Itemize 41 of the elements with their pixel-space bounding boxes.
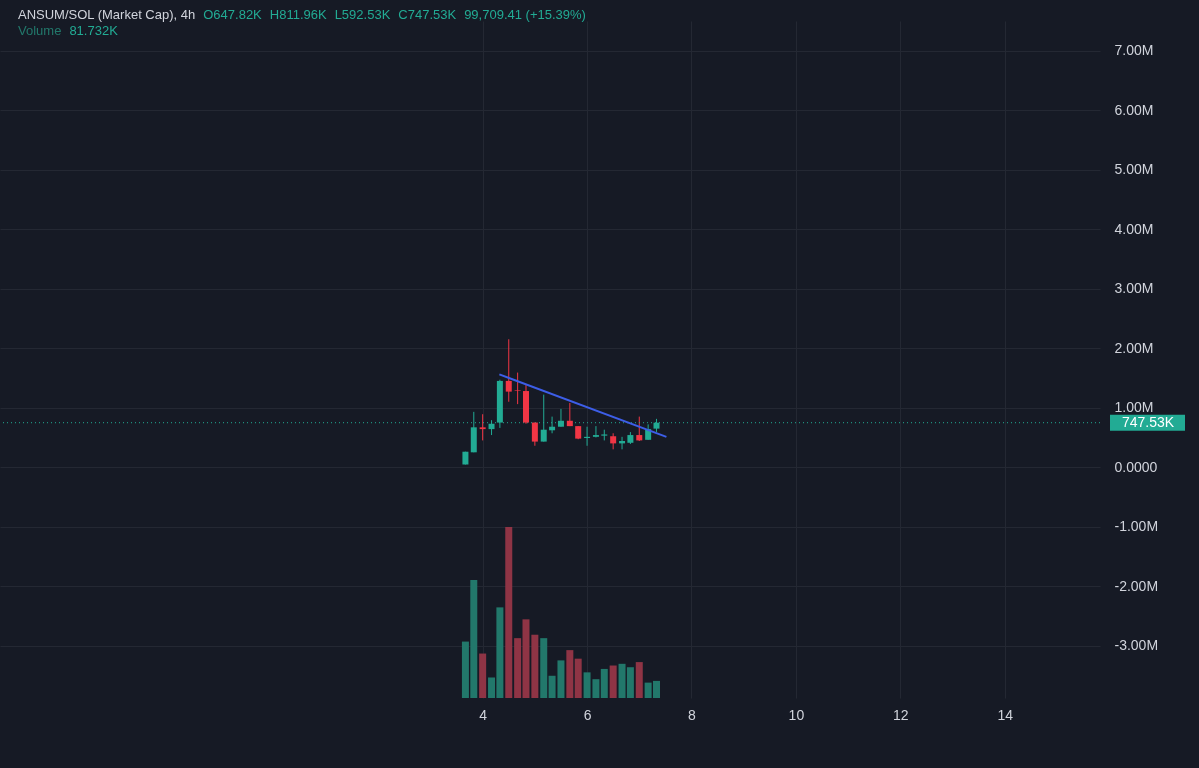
annotation: C747.53K xyxy=(398,7,457,22)
bar xyxy=(574,658,582,698)
x-tick-label: 4 xyxy=(479,706,488,723)
bar xyxy=(600,668,608,698)
ref-line-label: 747.53K xyxy=(1121,413,1175,430)
y-tick-label: -1.00M xyxy=(1114,518,1159,535)
x-tick-label: 6 xyxy=(583,706,592,723)
x-tick-label: 10 xyxy=(788,706,805,723)
bar xyxy=(540,638,548,698)
y-tick-label: 6.00M xyxy=(1114,101,1154,118)
y-tick-label: 5.00M xyxy=(1114,161,1154,178)
chart-title: ANSUM/SOL (Market Cap), 4h xyxy=(18,7,196,22)
candlestick xyxy=(592,425,599,438)
y-tick-label: 7.00M xyxy=(1114,42,1154,59)
candlestick xyxy=(479,413,486,441)
y-tick-label: 0.0000 xyxy=(1114,458,1158,475)
y-tick-label: 2.00M xyxy=(1114,339,1154,356)
candlestick xyxy=(636,416,643,442)
x-tick-label: 8 xyxy=(688,706,697,723)
x-tick-label: 12 xyxy=(892,706,909,723)
annotation: O647.82K xyxy=(203,7,262,22)
y-tick-label: -2.00M xyxy=(1114,577,1159,594)
annotation: H811.96K xyxy=(269,7,327,22)
y-tick-label: 4.00M xyxy=(1114,220,1154,237)
y-tick-label: 1.00M xyxy=(1114,399,1154,416)
candlestick xyxy=(557,408,564,428)
bar xyxy=(635,662,643,698)
annotation: 99,709.41 (+15.39%) xyxy=(464,7,586,22)
candlestick xyxy=(505,338,512,403)
annotation: 81.732K xyxy=(69,23,118,38)
candlestick xyxy=(514,372,521,405)
text: Volume xyxy=(18,23,62,38)
x-tick-label: 14 xyxy=(997,706,1014,723)
annotation: L592.53K xyxy=(334,7,391,22)
bar xyxy=(505,527,513,698)
bar xyxy=(609,665,617,698)
bar xyxy=(479,653,487,698)
y-tick-label: -3.00M xyxy=(1114,637,1159,654)
y-tick-label: 3.00M xyxy=(1114,280,1154,297)
bar xyxy=(531,634,539,698)
bar xyxy=(566,650,574,698)
